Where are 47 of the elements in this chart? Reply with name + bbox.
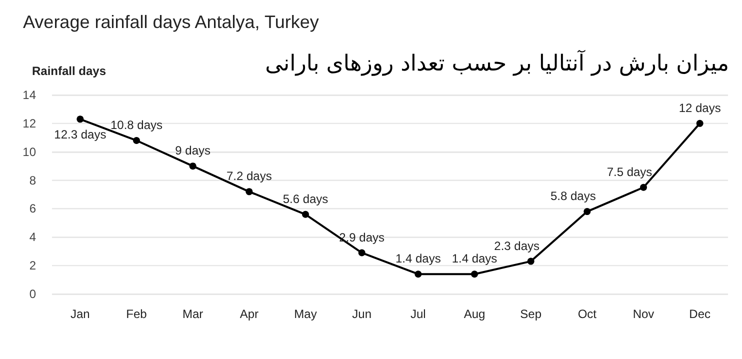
- x-tick-label: Jul: [410, 307, 426, 321]
- x-tick-label: Apr: [240, 307, 259, 321]
- point: [696, 120, 704, 127]
- data-label: 9 days: [175, 144, 211, 158]
- x-tick-label: Aug: [464, 307, 486, 321]
- data-label: 7.5 days: [606, 164, 652, 179]
- point: [414, 270, 422, 278]
- y-tick-label: 0: [29, 287, 36, 301]
- y-tick-label: 8: [29, 173, 36, 188]
- y-axis-title: Rainfall days: [32, 64, 106, 78]
- data-label: 2.3 days: [494, 238, 540, 253]
- data-label: 2.9 days: [339, 230, 385, 244]
- point: [471, 270, 478, 278]
- x-tick-label: Mar: [182, 307, 204, 321]
- chart-title: Average rainfall days Antalya, Turkey: [23, 12, 319, 32]
- x-tick-label: Jun: [352, 307, 372, 321]
- point: [584, 208, 591, 216]
- point: [358, 249, 366, 256]
- data-label: 12 days: [678, 100, 721, 115]
- data-label: 12.3 days: [54, 128, 106, 142]
- chart-subtitle: میزان بارش در آنتالیا بر حسب تعداد روزهای بارانی: [265, 50, 729, 76]
- point: [76, 116, 84, 123]
- y-tick-label: 14: [22, 88, 36, 102]
- point: [133, 136, 140, 144]
- point: [640, 184, 647, 191]
- x-tick-label: Nov: [632, 307, 654, 321]
- data-label: 5.8 days: [550, 189, 596, 204]
- data-label: 7.2 days: [226, 169, 272, 184]
- x-tick-label: Feb: [126, 307, 148, 321]
- data-label: 1.4 days: [395, 252, 441, 266]
- x-tick-label: May: [294, 307, 317, 321]
- data-label: 10.8 days: [110, 118, 163, 132]
- y-tick-label: 10: [22, 144, 36, 159]
- x-tick-label: Dec: [689, 307, 711, 321]
- y-tick-label: 12: [22, 116, 36, 130]
- point: [302, 210, 309, 218]
- point: [189, 162, 196, 170]
- data-label: 1.4 days: [452, 252, 498, 266]
- y-tick-label: 4: [29, 230, 36, 244]
- data-label: 5.6 days: [282, 192, 328, 206]
- point: [527, 258, 534, 265]
- x-tick-label: Jan: [70, 307, 90, 321]
- y-tick-label: 2: [29, 258, 36, 273]
- point: [246, 188, 253, 196]
- y-tick-label: 6: [29, 202, 36, 216]
- x-tick-label: Sep: [520, 307, 542, 321]
- x-tick-label: Oct: [578, 307, 598, 321]
